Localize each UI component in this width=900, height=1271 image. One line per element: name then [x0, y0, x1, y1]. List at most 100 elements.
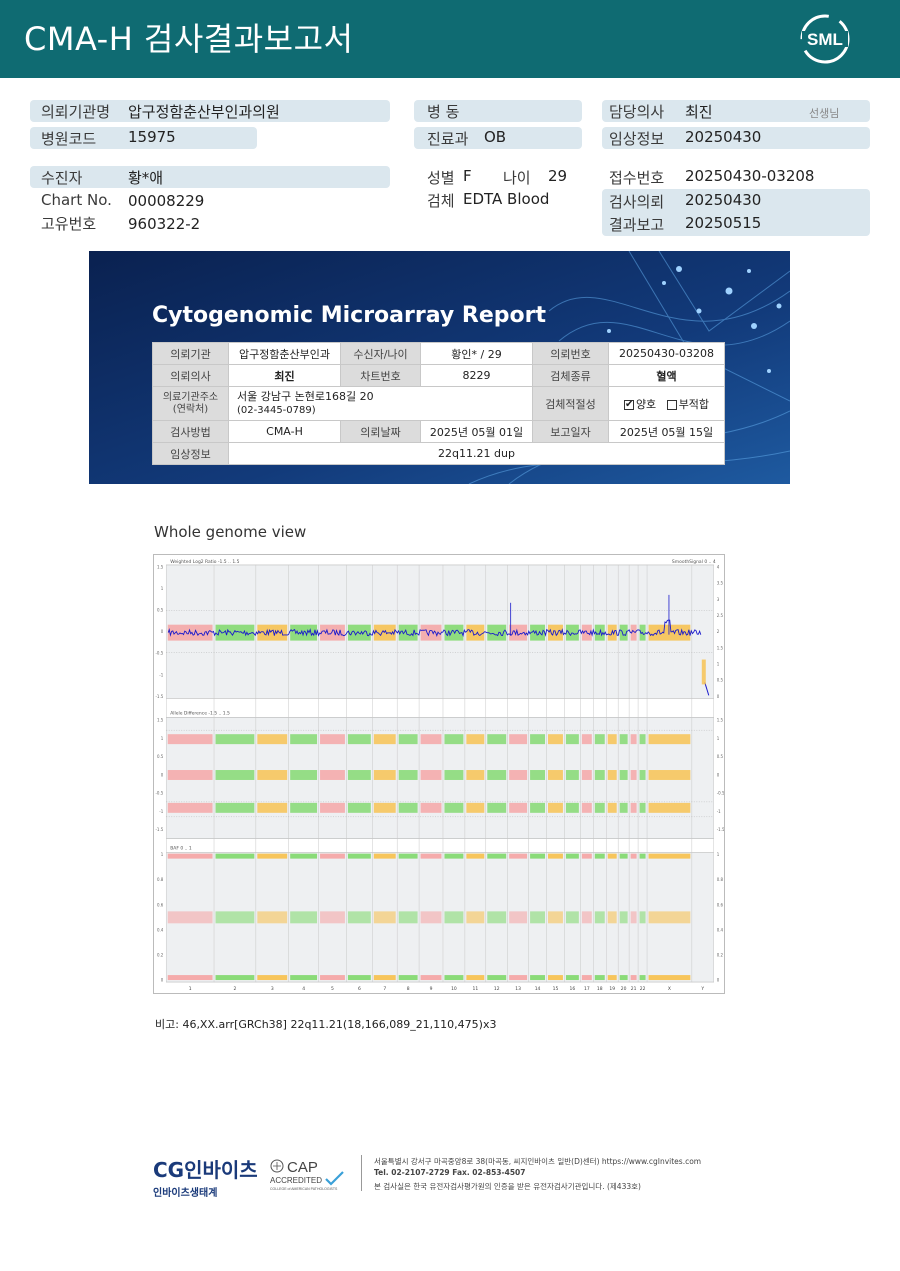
baf-band [487, 975, 507, 981]
baf-band [466, 853, 485, 859]
allele-band [466, 802, 485, 813]
baf-band [619, 911, 628, 924]
baf-band [257, 975, 288, 981]
footer-certification: 본 검사실은 한국 유전자검사평가원의 인증을 받은 유전자검사기관입니다. (… [374, 1182, 641, 1191]
allele-band [257, 734, 288, 745]
panel-3-label: BAF 0 .. 1 [170, 846, 192, 852]
allele-band [509, 802, 528, 813]
allele-band [630, 734, 637, 745]
allele-band [373, 734, 396, 745]
chromosome-label: 18 [597, 986, 603, 992]
address-label-text: 의료기관주소 (연락처) [162, 391, 219, 415]
baf-band [607, 975, 617, 981]
cg-brand: CG인바이츠 [153, 1158, 258, 1182]
baf-band [215, 975, 255, 981]
tick-label: 0 [161, 629, 164, 634]
allele-band [594, 770, 605, 780]
baf-band [290, 853, 318, 859]
allele-band [290, 770, 318, 780]
baf-band [648, 911, 691, 924]
allele-band [398, 770, 418, 780]
baf-band [444, 911, 464, 924]
baf-band [373, 975, 396, 981]
cell: 황인* / 29 [420, 342, 533, 365]
cell: 20250430-03208 [608, 342, 725, 365]
tick-label: -1.5 [717, 827, 725, 832]
tick-label: 2.5 [717, 613, 724, 618]
tick-label: 0 [717, 978, 720, 983]
request-value: 20250430 [685, 191, 762, 209]
chromosome-label: 22 [640, 986, 646, 992]
log2-band [373, 624, 396, 641]
clinical-label: 임상정보 [609, 130, 665, 148]
log2-band [420, 624, 442, 641]
chromosome-label: 3 [271, 986, 274, 992]
baf-band [648, 975, 691, 981]
baf-band [466, 975, 485, 981]
dept-value: OB [484, 128, 507, 146]
baf-band [257, 853, 288, 859]
tick-label: 1.5 [717, 645, 724, 650]
dept-row [414, 127, 582, 149]
ward-label: 병 동 [427, 103, 460, 121]
allele-band [398, 802, 418, 813]
panel-2-label: Allele Difference -1.5 .. 1.5 [170, 710, 230, 716]
hospital-code-row [30, 127, 257, 149]
baf-band [167, 911, 213, 924]
request-result-row [602, 189, 870, 236]
tick-label: 1 [161, 736, 164, 741]
cell: 압구정함춘산부인과 [228, 342, 341, 365]
specimen-label: 검체 [427, 192, 455, 210]
allele-band [347, 802, 371, 813]
baf-band [639, 853, 646, 859]
chromosome-label: 1 [189, 986, 192, 992]
allele-band [607, 734, 617, 745]
allele-band [648, 802, 691, 813]
allele-band [466, 734, 485, 745]
result-value: 20250515 [685, 214, 762, 232]
baf-band [398, 853, 418, 859]
address-line-2: (02-3445-0789) [237, 404, 316, 416]
chromosome-label: 7 [383, 986, 386, 992]
baf-band [444, 975, 464, 981]
tick-label: 0 [717, 694, 720, 699]
allele-band [444, 770, 464, 780]
log2-band [630, 624, 637, 641]
allele-band [607, 802, 617, 813]
chart-value: 00008229 [128, 192, 205, 210]
tick-label: 1 [717, 661, 720, 666]
log2-band [466, 624, 485, 641]
tick-label: 1 [717, 852, 720, 857]
cell: 최진 [228, 364, 341, 387]
patient-row [30, 166, 390, 188]
cell: 의뢰날짜 [340, 420, 421, 443]
unique-value: 960322-2 [128, 215, 201, 233]
cell: 8229 [420, 364, 533, 387]
cell: 2025년 05월 01일 [420, 420, 533, 443]
chromosome-label: 17 [584, 986, 590, 992]
address-line-1: 서울 강남구 논현로168길 20 [237, 389, 374, 403]
address-cell: 서울 강남구 논현로168길 20 (02-3445-0789) [228, 386, 533, 421]
log2-band [215, 624, 255, 641]
baf-band [373, 853, 396, 859]
allele-band [347, 770, 371, 780]
baf-band [619, 975, 628, 981]
chromosome-label: 10 [451, 986, 457, 992]
panel-1-right-label: SmoothSignal 0 .. 4 [672, 559, 716, 565]
tick-label: -0.5 [717, 791, 725, 796]
banner-title: Cytogenomic Microarray Report [152, 303, 546, 328]
allele-band [565, 734, 579, 745]
chromosome-label: 21 [631, 986, 637, 992]
allele-band [373, 802, 396, 813]
log2-band [509, 624, 528, 641]
baf-band [581, 975, 592, 981]
baf-band [167, 853, 213, 859]
baf-band [565, 853, 579, 859]
allele-band [420, 802, 442, 813]
allele-band [548, 770, 563, 780]
allele-band [167, 770, 213, 780]
baf-band [398, 911, 418, 924]
baf-band [648, 853, 691, 859]
tick-label: 3.5 [717, 581, 724, 586]
institution-value: 압구정함춘산부인과의원 [128, 103, 280, 121]
